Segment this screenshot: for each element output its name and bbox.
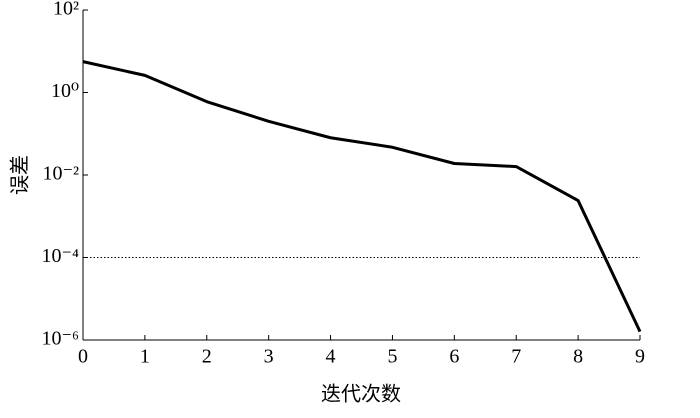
x-tick-label: 9 xyxy=(635,346,645,368)
x-tick-label: 3 xyxy=(264,346,274,368)
data-line xyxy=(82,60,642,333)
y-tick-label: 10⁻⁴ xyxy=(41,245,79,267)
y-tick-label: 10² xyxy=(53,0,79,20)
x-tick-label: 1 xyxy=(140,346,150,368)
x-tick-label: 4 xyxy=(326,346,336,368)
x-tick-label: 0 xyxy=(78,346,88,368)
x-tick-label: 5 xyxy=(387,346,397,368)
x-axis-label: 迭代次数 xyxy=(321,383,401,406)
x-tick-label: 6 xyxy=(449,346,459,368)
y-axis-label: 误差 xyxy=(9,155,32,195)
y-tick-label: 10⁰ xyxy=(51,80,79,102)
y-tick-label: 10⁻² xyxy=(42,163,79,185)
x-tick-label: 8 xyxy=(573,346,583,368)
y-tick-label: 10⁻⁶ xyxy=(41,328,79,350)
x-tick-label: 2 xyxy=(202,346,212,368)
x-tick-label: 7 xyxy=(511,346,521,368)
